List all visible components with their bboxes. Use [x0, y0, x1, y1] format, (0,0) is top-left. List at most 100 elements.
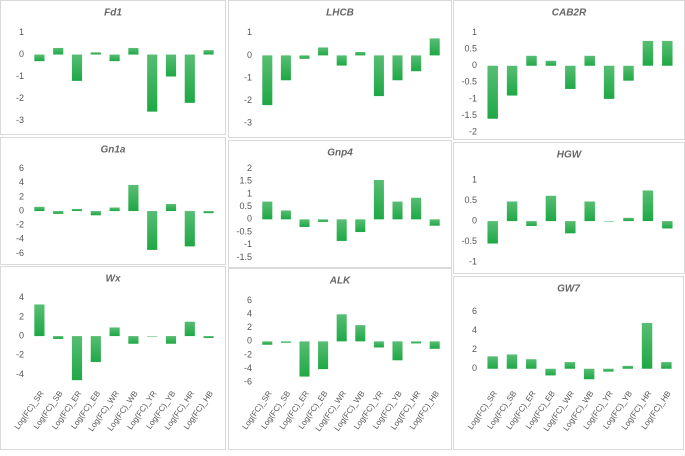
y-tick-label: 6	[247, 295, 252, 305]
bar	[603, 65, 615, 99]
bar	[584, 201, 595, 222]
y-tick-label: -1	[469, 256, 477, 266]
y-tick-label: 2	[19, 311, 24, 321]
bar	[128, 336, 139, 344]
bar	[299, 55, 310, 59]
y-tick-label: -4	[16, 234, 24, 244]
bar	[262, 55, 273, 106]
bar	[90, 336, 101, 362]
bar	[203, 50, 214, 55]
panel: Gn1a -6 -4 -2 0 2 4 6	[0, 137, 226, 265]
panel: Fd1 -3 -2 -1 0 1	[0, 0, 226, 135]
y-tick-label: -2	[469, 126, 477, 136]
bar	[411, 55, 422, 72]
bar	[336, 55, 347, 66]
bar	[565, 221, 576, 234]
y-tick-label: 1	[472, 27, 477, 37]
bar	[545, 195, 557, 222]
y-tick-label: 4	[19, 177, 24, 187]
y-tick-label: 4	[19, 292, 24, 302]
bar	[165, 336, 177, 344]
bar	[487, 221, 498, 244]
bar	[71, 54, 83, 81]
bar	[71, 336, 83, 381]
y-tick-label: 2	[472, 344, 477, 354]
y-tick-label: 2	[19, 191, 24, 201]
bar	[565, 65, 576, 89]
bar	[90, 52, 101, 55]
y-tick-label: 0	[247, 50, 252, 60]
bar	[165, 203, 177, 212]
bar	[109, 54, 120, 62]
bar	[280, 341, 291, 343]
bar	[318, 47, 329, 56]
bar	[262, 201, 273, 220]
bar	[429, 341, 440, 349]
bar	[34, 206, 45, 212]
bar	[545, 60, 557, 66]
y-tick-label: -2	[16, 350, 24, 360]
y-tick-label: -2	[244, 349, 252, 359]
bar	[622, 365, 633, 369]
bar	[642, 40, 654, 66]
bar	[71, 208, 83, 212]
bar	[526, 221, 537, 226]
panel-title: Gn1a	[100, 145, 125, 156]
y-tick-label: 0	[472, 363, 477, 373]
bar	[355, 52, 366, 56]
bar	[373, 341, 384, 348]
bar	[184, 211, 195, 247]
bar	[109, 207, 120, 212]
bar	[623, 65, 634, 81]
bar	[662, 221, 673, 229]
panel-title: GW7	[557, 284, 580, 295]
bar	[584, 55, 595, 66]
panel-title: Gnp4	[327, 148, 353, 159]
y-tick-label: 0	[19, 49, 24, 59]
bar	[336, 219, 347, 241]
bar	[526, 55, 537, 66]
y-tick-label: -1.5	[461, 110, 477, 120]
y-tick-label: -0.5	[461, 236, 477, 246]
bar	[262, 341, 273, 345]
bar	[280, 210, 291, 220]
y-tick-label: 6	[472, 306, 477, 316]
bar	[603, 368, 614, 372]
y-tick-label: 0	[247, 214, 252, 224]
y-tick-label: -3	[16, 115, 24, 125]
bar	[411, 197, 422, 220]
y-tick-label: 0	[247, 336, 252, 346]
y-tick-label: 0.5	[239, 201, 252, 211]
bar	[280, 55, 291, 81]
bar	[203, 336, 214, 338]
panel: GW70246Log(FC)_SRLog(FC)_SBLog(FC)_ERLog…	[453, 276, 684, 450]
bar	[165, 54, 177, 77]
bar	[392, 341, 403, 361]
panel: HGW -1 -0.5 0 0.5 1	[453, 142, 685, 274]
bar	[373, 179, 384, 220]
y-tick-label: 1	[472, 175, 477, 185]
y-tick-label: -2	[16, 93, 24, 103]
y-tick-label: 4	[472, 325, 477, 335]
panel-frame	[228, 268, 452, 450]
bar	[641, 322, 653, 369]
y-tick-label: -3	[244, 118, 252, 128]
bar	[53, 336, 64, 339]
bar	[545, 368, 556, 376]
y-tick-label: 0.5	[464, 195, 477, 205]
y-tick-label: 2	[247, 163, 252, 173]
bar	[642, 190, 654, 222]
panel: Wx-4-2024Log(FC)_SRLog(FC)_SBLog(FC)_ERL…	[0, 266, 226, 450]
y-tick-label: -0.5	[236, 226, 252, 236]
bar	[506, 354, 518, 369]
y-tick-label: 4	[247, 309, 252, 319]
y-tick-label: -6	[16, 248, 24, 258]
bar	[429, 38, 440, 56]
y-tick-label: -6	[244, 376, 252, 386]
y-tick-label: -4	[244, 363, 252, 373]
bar	[373, 55, 384, 97]
bar	[506, 65, 518, 96]
bar	[299, 341, 310, 377]
y-tick-label: -4	[16, 369, 24, 379]
